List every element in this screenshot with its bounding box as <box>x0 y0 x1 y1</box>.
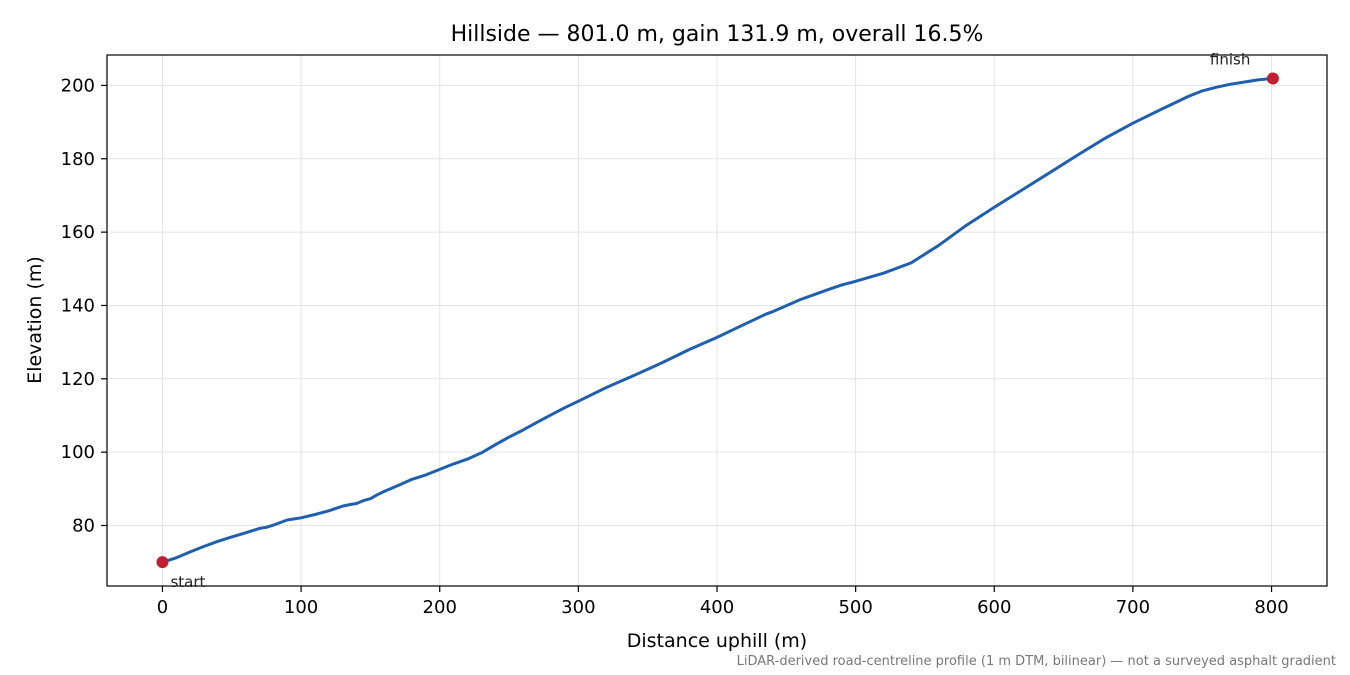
x-tick-label: 300 <box>561 597 595 618</box>
y-tick-label: 180 <box>61 149 95 170</box>
chart-title: Hillside — 801.0 m, gain 131.9 m, overal… <box>451 22 984 47</box>
y-axis-label: Elevation (m) <box>24 256 46 384</box>
y-tick-label: 120 <box>61 369 95 390</box>
x-tick-label: 100 <box>284 597 318 618</box>
y-tick-label: 160 <box>61 222 95 243</box>
x-tick-label: 200 <box>423 597 457 618</box>
elevation-line <box>161 77 1275 564</box>
y-tick-label: 100 <box>61 442 95 463</box>
x-tick-label: 500 <box>838 597 872 618</box>
x-tick-label: 0 <box>157 597 168 618</box>
finish-annotation: finish <box>1210 50 1250 68</box>
start-annotation: start <box>170 573 205 591</box>
endpoint-marker <box>1266 72 1279 85</box>
markers: start finish <box>156 50 1279 591</box>
y-tick-label: 80 <box>72 515 95 536</box>
endpoint-marker <box>156 556 169 569</box>
y-tick-label: 200 <box>61 75 95 96</box>
footnote: LiDAR-derived road-centreline profile (1… <box>737 654 1336 669</box>
series-layer <box>161 77 1275 564</box>
grid <box>107 55 1327 586</box>
x-axis-label: Distance uphill (m) <box>627 630 807 652</box>
x-tick-label: 600 <box>977 597 1011 618</box>
y-tick-label: 140 <box>61 295 95 316</box>
x-axis-ticks: 0 100 200 300 400 500 600 700 800 <box>157 586 1289 618</box>
x-tick-label: 400 <box>700 597 734 618</box>
x-tick-label: 800 <box>1254 597 1288 618</box>
x-tick-label: 700 <box>1116 597 1150 618</box>
y-axis-ticks: 80 100 120 140 160 180 200 <box>61 75 107 536</box>
